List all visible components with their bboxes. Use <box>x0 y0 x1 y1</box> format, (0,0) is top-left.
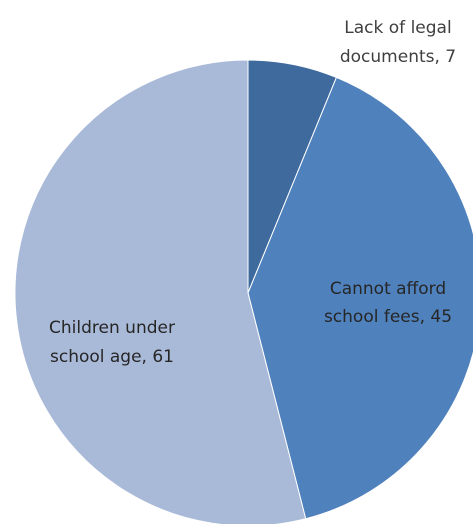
slice-label-3: Children under school age, 61 <box>49 318 175 367</box>
slice-label-1-line-2: documents, 7 <box>340 47 456 67</box>
slice-label-2-line-2: school fees, 45 <box>324 307 452 327</box>
pie-slice-2 <box>247 76 473 520</box>
slice-label-1-line-1: Lack of legal <box>344 18 451 38</box>
slice-label-2-line-1: Cannot afford <box>330 279 446 299</box>
slice-label-3-line-2: school age, 61 <box>50 347 174 367</box>
slice-label-1: Lack of legal documents, 7 <box>340 18 456 67</box>
pie-slices <box>14 59 473 524</box>
pie-labels: Lack of legal documents, 7 Cannot afford sc… <box>49 18 456 367</box>
pie-slice-3 <box>14 59 307 524</box>
slice-label-3-line-1: Children under <box>49 318 175 338</box>
slice-label-2: Cannot afford school fees, 45 <box>324 279 452 327</box>
